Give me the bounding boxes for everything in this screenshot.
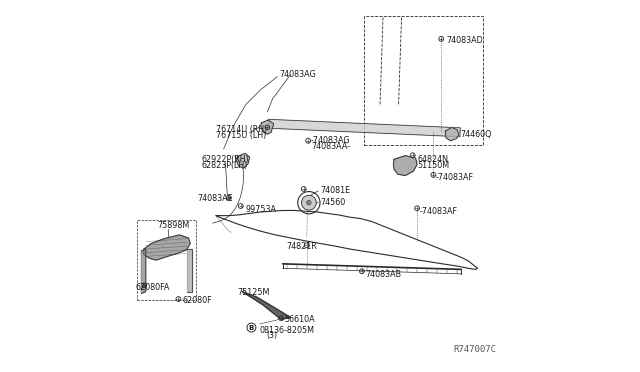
Text: 75125M: 75125M: [237, 288, 269, 297]
Text: -74083AG: -74083AG: [311, 136, 351, 145]
Text: 74083AB: 74083AB: [365, 270, 401, 279]
Text: 74821R: 74821R: [287, 241, 317, 250]
Polygon shape: [237, 153, 250, 168]
Polygon shape: [445, 128, 459, 141]
Bar: [364, 16, 483, 145]
Text: -74083AF: -74083AF: [436, 173, 474, 182]
Polygon shape: [187, 249, 192, 292]
Bar: [136, 221, 196, 300]
Text: 08136-8205M: 08136-8205M: [260, 326, 315, 335]
Text: 56610A: 56610A: [284, 315, 315, 324]
Text: B: B: [249, 325, 254, 331]
Text: 62080F: 62080F: [183, 296, 212, 305]
Circle shape: [307, 201, 311, 205]
Text: 74083AE: 74083AE: [198, 194, 234, 203]
Circle shape: [301, 195, 316, 210]
Text: 74560: 74560: [320, 198, 345, 207]
Text: 74460Q: 74460Q: [460, 130, 492, 140]
Text: 74081E: 74081E: [320, 186, 350, 195]
Text: 51150M: 51150M: [418, 161, 450, 170]
Text: (3): (3): [267, 331, 278, 340]
Polygon shape: [394, 155, 417, 176]
Polygon shape: [242, 292, 291, 320]
Polygon shape: [143, 235, 190, 260]
Text: 74083AD: 74083AD: [446, 36, 483, 45]
Polygon shape: [141, 249, 146, 294]
Text: 64824N: 64824N: [418, 155, 449, 164]
Text: 76714U (RH): 76714U (RH): [216, 125, 268, 134]
Text: 62823P(LH): 62823P(LH): [202, 161, 248, 170]
Text: R747007C: R747007C: [453, 344, 496, 353]
Text: 62922P(RH): 62922P(RH): [202, 155, 249, 164]
Text: 75898M: 75898M: [157, 221, 190, 230]
Text: 76715U (LH): 76715U (LH): [216, 131, 266, 140]
Text: 99753A: 99753A: [245, 205, 276, 214]
Text: 74083AA-: 74083AA-: [311, 142, 350, 151]
Text: -74083AF: -74083AF: [420, 207, 458, 216]
Text: 62080FA: 62080FA: [136, 283, 170, 292]
Polygon shape: [268, 119, 460, 137]
Polygon shape: [260, 120, 274, 134]
Text: 74083AG: 74083AG: [279, 70, 316, 79]
